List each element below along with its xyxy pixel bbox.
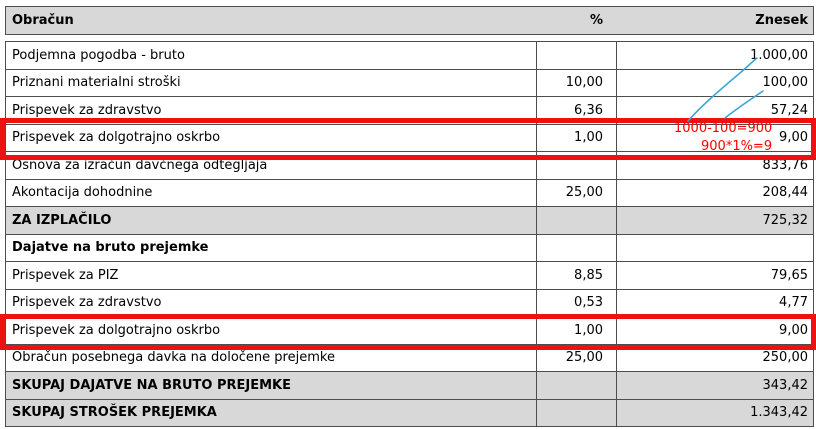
header-calculation: Obračun bbox=[12, 13, 74, 28]
row-label: Osnova za izračun davčnega odtegljaja bbox=[12, 157, 268, 173]
row-skupaj-strosek: SKUPAJ STROŠEK PREJEMKA 1.343,42 bbox=[6, 399, 813, 427]
row-amount: 343,42 bbox=[616, 372, 813, 399]
row-amount: 1.343,42 bbox=[616, 399, 813, 426]
row-label: Prispevek za zdravstvo bbox=[12, 295, 162, 311]
header-percent: % bbox=[589, 13, 603, 28]
row-skupaj-dajatve: SKUPAJ DAJATVE NA BRUTO PREJEMKE 343,42 bbox=[6, 372, 813, 400]
row-obracun-posebnega-davka: Obračun posebnega davka na določene prej… bbox=[6, 344, 813, 372]
row-amount: 833,76 bbox=[616, 152, 813, 179]
row-label: Prispevek za PIZ bbox=[12, 267, 119, 283]
row-osnova-za-izracun: Osnova za izračun davčnega odtegljaja 83… bbox=[6, 152, 813, 180]
row-amount: 725,32 bbox=[616, 207, 813, 234]
row-dajatve-na-bruto-prejemke: Dajatve na bruto prejemke bbox=[6, 234, 813, 262]
row-amount: 100,00 bbox=[616, 69, 813, 96]
row-prispevek-za-dolgotrajno-oskrbo-2: Prispevek za dolgotrajno oskrbo 1,00 9,0… bbox=[6, 317, 813, 345]
row-percent: 8,85 bbox=[536, 262, 616, 289]
row-label: Prispevek za dolgotrajno oskrbo bbox=[12, 322, 221, 338]
row-amount: 9,00 bbox=[616, 317, 813, 344]
row-percent bbox=[536, 207, 616, 234]
row-priznani-materialni-stroski: Priznani materialni stroški 10,00 100,00 bbox=[6, 69, 813, 97]
row-amount: 9,00 bbox=[616, 124, 813, 151]
row-percent: 25,00 bbox=[536, 179, 616, 206]
row-label: Akontacija dohodnine bbox=[12, 185, 153, 201]
row-label: Dajatve na bruto prejemke bbox=[12, 240, 209, 256]
row-amount: 1.000,00 bbox=[616, 42, 813, 69]
row-amount: 57,24 bbox=[616, 97, 813, 124]
row-percent bbox=[536, 399, 616, 426]
row-label: Prispevek za zdravstvo bbox=[12, 102, 162, 118]
row-prispevek-za-zdravstvo-2: Prispevek za zdravstvo 0,53 4,77 bbox=[6, 289, 813, 317]
row-amount bbox=[616, 234, 813, 261]
row-amount: 79,65 bbox=[616, 262, 813, 289]
row-label: Podjemna pogodba - bruto bbox=[12, 47, 185, 63]
row-akontacija-dohodnine: Akontacija dohodnine 25,00 208,44 bbox=[6, 179, 813, 207]
row-percent: 10,00 bbox=[536, 69, 616, 96]
row-prispevek-za-zdravstvo-1: Prispevek za zdravstvo 6,36 57,24 bbox=[6, 97, 813, 125]
row-label: SKUPAJ DAJATVE NA BRUTO PREJEMKE bbox=[12, 377, 292, 393]
row-label: Prispevek za dolgotrajno oskrbo bbox=[12, 130, 221, 146]
row-label: Obračun posebnega davka na določene prej… bbox=[12, 350, 335, 366]
row-amount: 208,44 bbox=[616, 179, 813, 206]
row-amount: 250,00 bbox=[616, 344, 813, 371]
row-percent: 1,00 bbox=[536, 124, 616, 151]
row-percent: 6,36 bbox=[536, 97, 616, 124]
row-label: ZA IZPLAČILO bbox=[12, 212, 112, 228]
header-amount: Znesek bbox=[755, 13, 808, 28]
row-amount: 4,77 bbox=[616, 289, 813, 316]
row-percent: 1,00 bbox=[536, 317, 616, 344]
row-percent bbox=[536, 234, 616, 261]
row-percent bbox=[536, 42, 616, 69]
row-label: SKUPAJ STROŠEK PREJEMKA bbox=[12, 405, 217, 421]
table-header: Obračun % Znesek bbox=[5, 6, 814, 35]
row-percent bbox=[536, 372, 616, 399]
row-label: Priznani materialni stroški bbox=[12, 75, 181, 91]
row-podjemna-pogodba-bruto: Podjemna pogodba - bruto 1.000,00 bbox=[6, 42, 813, 70]
table-body: Podjemna pogodba - bruto 1.000,00 Prizna… bbox=[5, 41, 814, 427]
row-za-izplacilo: ZA IZPLAČILO 725,32 bbox=[6, 207, 813, 235]
row-prispevek-za-piz: Prispevek za PIZ 8,85 79,65 bbox=[6, 262, 813, 290]
row-percent bbox=[536, 152, 616, 179]
row-prispevek-za-dolgotrajno-oskrbo-1: Prispevek za dolgotrajno oskrbo 1,00 9,0… bbox=[6, 124, 813, 152]
row-percent: 0,53 bbox=[536, 289, 616, 316]
row-percent: 25,00 bbox=[536, 344, 616, 371]
